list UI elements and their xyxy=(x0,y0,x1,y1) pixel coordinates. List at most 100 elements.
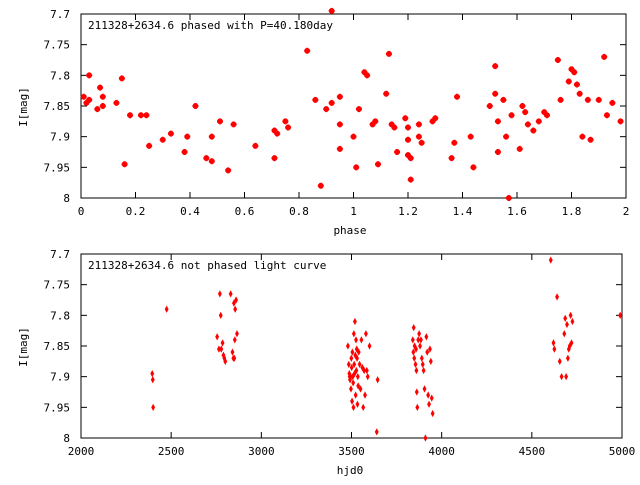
data-point xyxy=(448,155,455,162)
data-point xyxy=(530,127,537,134)
data-point xyxy=(571,69,578,76)
x-tick-label: 1.4 xyxy=(453,205,473,218)
data-point xyxy=(492,90,499,97)
data-point xyxy=(584,96,591,103)
data-point xyxy=(559,373,564,381)
data-point xyxy=(563,314,568,323)
data-point xyxy=(181,149,188,155)
unphased-plot-title: 211328+2634.6 not phased light curve xyxy=(88,259,326,272)
x-tick-label: 1 xyxy=(350,205,357,218)
data-point xyxy=(541,109,548,116)
data-point xyxy=(412,354,417,362)
data-point xyxy=(220,339,225,347)
data-point xyxy=(336,93,343,100)
data-point xyxy=(228,290,233,298)
data-point xyxy=(414,388,419,396)
phased-data-points xyxy=(80,7,624,201)
data-point xyxy=(565,78,572,85)
data-point xyxy=(367,342,372,350)
x-tick-label: 3000 xyxy=(248,445,275,458)
data-point xyxy=(271,155,278,162)
data-point xyxy=(80,93,87,100)
x-tick-label: 1.2 xyxy=(398,205,418,218)
data-point xyxy=(508,112,515,119)
data-point xyxy=(230,121,237,128)
data-point xyxy=(414,345,418,353)
data-point xyxy=(451,139,458,146)
data-point xyxy=(609,99,616,106)
data-point xyxy=(217,290,222,298)
data-point xyxy=(372,118,379,125)
data-point xyxy=(362,366,367,375)
phased-y-axis-label: I[mag] xyxy=(17,87,30,127)
data-point xyxy=(405,124,411,131)
data-point xyxy=(554,57,561,63)
data-point xyxy=(336,145,343,152)
data-point xyxy=(543,112,550,119)
data-point xyxy=(223,357,228,365)
data-point xyxy=(192,103,199,109)
data-point xyxy=(500,96,507,103)
data-point xyxy=(164,305,169,313)
data-point xyxy=(118,75,125,82)
data-point xyxy=(216,118,223,125)
x-tick-label: 1.8 xyxy=(562,205,582,218)
data-point xyxy=(99,93,106,100)
phased-panel: 0 0.2 0.4 0.6 0.8 1 1.2 1.4 1.6 1.8 2 7.77.757.87.… xyxy=(17,7,630,237)
data-point xyxy=(557,357,562,365)
y-tick-label: 7.9 xyxy=(50,131,70,144)
data-point xyxy=(336,121,343,128)
x-tick-label: 4500 xyxy=(519,445,546,458)
data-point xyxy=(208,133,215,140)
data-point xyxy=(470,164,477,171)
data-point xyxy=(358,385,363,393)
data-point xyxy=(219,345,224,353)
data-point xyxy=(552,345,557,353)
data-point xyxy=(353,391,358,399)
unphased-data-points xyxy=(150,256,623,442)
data-point xyxy=(486,103,493,109)
data-point xyxy=(355,400,360,408)
data-point xyxy=(355,354,360,362)
data-point xyxy=(428,345,432,353)
data-point xyxy=(252,142,259,149)
x-tick-label: 0.2 xyxy=(126,205,146,218)
data-point xyxy=(467,133,474,140)
data-point xyxy=(519,103,526,109)
data-point xyxy=(562,330,567,338)
data-point xyxy=(548,256,553,264)
data-point xyxy=(418,336,423,344)
data-point xyxy=(167,130,174,137)
data-point xyxy=(354,345,359,353)
data-point xyxy=(579,133,586,140)
data-point xyxy=(411,323,416,332)
data-point xyxy=(345,342,350,350)
data-point xyxy=(414,366,419,375)
data-point xyxy=(304,47,311,54)
data-point xyxy=(215,333,220,341)
data-point xyxy=(595,96,602,103)
x-tick-label: 3500 xyxy=(338,445,365,458)
y-tick-label: 7.95 xyxy=(44,401,71,414)
data-point xyxy=(350,348,355,356)
data-point xyxy=(351,330,356,338)
data-point xyxy=(383,90,390,97)
data-point xyxy=(568,311,573,319)
phased-x-tick-labels: 0 0.2 0.4 0.6 0.8 1 1.2 1.4 1.6 1.8 2 xyxy=(78,205,630,218)
data-point xyxy=(282,118,289,125)
data-point xyxy=(364,72,371,79)
phased-tick-marks xyxy=(80,13,627,199)
data-point xyxy=(285,124,292,131)
data-point xyxy=(363,330,368,338)
x-tick-label: 0.4 xyxy=(180,205,200,218)
data-point xyxy=(569,339,574,347)
y-tick-label: 7.75 xyxy=(44,279,71,292)
data-point xyxy=(353,164,360,171)
data-point xyxy=(361,403,366,411)
data-point xyxy=(232,354,237,362)
data-point xyxy=(356,348,361,356)
data-point xyxy=(565,320,569,329)
phased-y-tick-labels: 7.7 7.75 7.8 7.85 7.9 7.95 8 xyxy=(44,8,71,205)
unphased-tick-marks xyxy=(80,253,623,439)
